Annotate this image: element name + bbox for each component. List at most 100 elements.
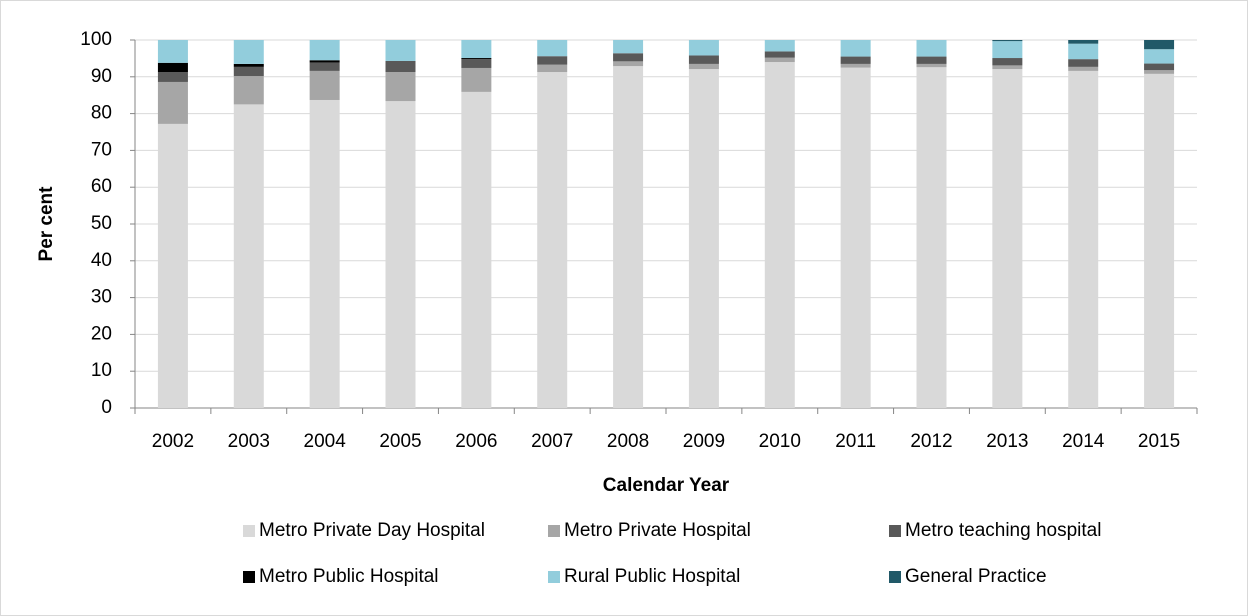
bar-segment <box>688 69 719 409</box>
bar-segment <box>992 65 1023 70</box>
bar-segment <box>157 123 188 409</box>
bar-segment <box>385 101 416 408</box>
x-tick-label: 2008 <box>607 431 649 452</box>
y-tick-label: 60 <box>91 176 112 197</box>
bar-segment <box>461 58 492 60</box>
bar-segment <box>916 67 947 409</box>
bar-segment <box>764 57 795 63</box>
bar-segment <box>916 63 947 68</box>
bar-segment <box>385 60 416 73</box>
y-tick-label: 20 <box>91 323 112 344</box>
bar-segment <box>1144 70 1175 74</box>
bar-segment <box>233 63 264 67</box>
bar-segment <box>688 40 719 56</box>
x-tick-label: 2005 <box>379 431 421 452</box>
bar-segment <box>461 91 492 408</box>
x-tick-label: 2006 <box>455 431 497 452</box>
bar-segment <box>764 62 795 408</box>
bar-segment <box>233 40 264 64</box>
x-tick-label: 2012 <box>910 431 952 452</box>
y-tick-label: 100 <box>80 29 112 50</box>
bar-segment <box>309 60 340 63</box>
x-tick-label: 2015 <box>1138 431 1180 452</box>
y-tick-label: 50 <box>91 213 112 234</box>
legend-swatch <box>889 525 901 537</box>
bar-segment <box>916 40 947 57</box>
legend-label: Metro Public Hospital <box>259 566 439 587</box>
bar-segment <box>385 72 416 102</box>
bar-segment <box>1068 70 1099 409</box>
legend-label: Metro Private Day Hospital <box>259 520 485 541</box>
y-tick-label: 30 <box>91 287 112 308</box>
bar-segment <box>537 40 568 57</box>
bar-segment <box>992 69 1023 409</box>
legend-label: Rural Public Hospital <box>564 566 740 587</box>
bar-segment <box>1144 40 1175 50</box>
bar-segment <box>309 70 340 100</box>
bar-segment <box>157 40 188 63</box>
x-tick-label: 2013 <box>986 431 1028 452</box>
legend-swatch <box>889 571 901 583</box>
legend-label: General Practice <box>905 566 1047 587</box>
bar-segment <box>157 62 188 73</box>
y-axis-title: Per cent <box>36 186 57 262</box>
y-tick-label: 10 <box>91 360 112 381</box>
bar-segment <box>461 40 492 59</box>
legend-label: Metro Private Hospital <box>564 520 751 541</box>
bar-segment <box>309 40 340 61</box>
bar-segment <box>157 72 188 82</box>
bar-segment <box>688 63 719 70</box>
bar-segment <box>233 76 264 105</box>
bar-segment <box>613 61 644 67</box>
bar-segment <box>233 104 264 409</box>
bar-segment <box>1068 43 1099 60</box>
x-tick-label: 2014 <box>1062 431 1105 452</box>
bar-segment <box>537 56 568 65</box>
bar-segment <box>1144 73 1175 408</box>
bar-segment <box>613 53 644 62</box>
x-tick-label: 2010 <box>759 431 801 452</box>
x-tick-label: 2004 <box>304 431 347 452</box>
bar-segment <box>613 40 644 54</box>
bar-segment <box>1068 40 1099 44</box>
bar-segment <box>1144 63 1175 71</box>
bar-segment <box>764 40 795 52</box>
bar-segment <box>1144 49 1175 64</box>
bar-segment <box>1068 66 1099 71</box>
bar-segment <box>992 40 1023 42</box>
bar-segment <box>1068 59 1099 67</box>
legend-swatch <box>243 525 255 537</box>
bar-segment <box>461 67 492 92</box>
x-tick-label: 2011 <box>835 431 876 452</box>
bar-segment <box>461 59 492 68</box>
bar-segment <box>992 58 1023 66</box>
bar-segment <box>385 40 416 61</box>
y-tick-label: 70 <box>91 139 112 160</box>
bar-segment <box>233 66 264 77</box>
bar-segment <box>309 62 340 71</box>
bar-segment <box>840 63 871 68</box>
bar-segment <box>840 67 871 408</box>
legend-swatch <box>243 571 255 583</box>
bar-segment <box>537 64 568 73</box>
y-tick-label: 80 <box>91 103 112 124</box>
bar-segment <box>613 66 644 409</box>
x-tick-label: 2003 <box>228 431 270 452</box>
y-tick-label: 0 <box>101 397 112 418</box>
x-tick-label: 2009 <box>683 431 725 452</box>
bar-segment <box>840 40 871 57</box>
x-tick-label: 2007 <box>531 431 573 452</box>
x-tick-label: 2002 <box>152 431 194 452</box>
bar-segment <box>764 51 795 58</box>
bar-segment <box>840 56 871 64</box>
x-axis-title: Calendar Year <box>603 475 730 496</box>
legend-label: Metro teaching hospital <box>905 520 1101 541</box>
bar-segment <box>157 81 188 124</box>
legend-swatch <box>548 525 560 537</box>
legend-swatch <box>548 571 560 583</box>
bar-segment <box>916 56 947 64</box>
bar-segment <box>537 72 568 409</box>
y-tick-label: 40 <box>91 250 112 271</box>
bar-segment <box>688 55 719 64</box>
